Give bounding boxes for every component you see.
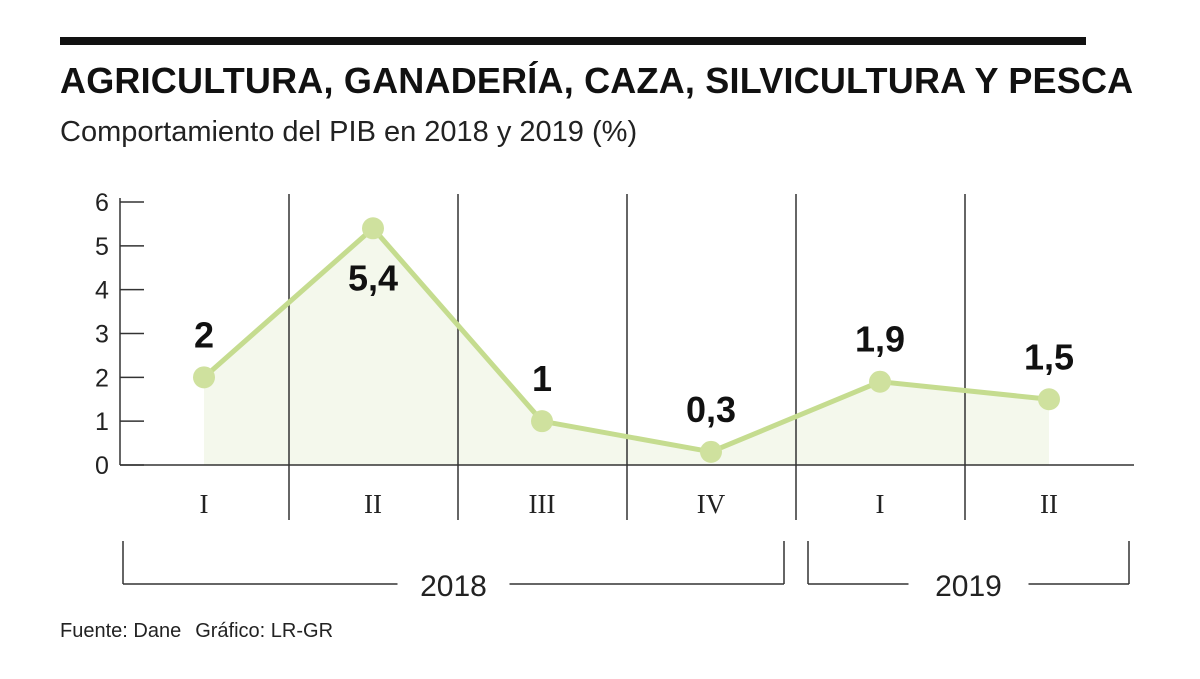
data-label-4: 0,3: [686, 389, 736, 430]
area-fill: [204, 228, 1049, 465]
y-tick-label-6: 6: [95, 189, 109, 217]
y-tick-label-0: 0: [95, 452, 109, 480]
y-tick-label-4: 4: [95, 277, 109, 305]
series-line: [201, 225, 1052, 455]
marker-layer: [193, 217, 1060, 463]
top-rule: [60, 37, 1086, 45]
data-point-5: [869, 370, 891, 393]
x-tick-label-4: IV: [697, 489, 726, 519]
data-label-1: 2: [194, 314, 214, 355]
data-label-2: 5,4: [348, 257, 398, 298]
data-point-3: [531, 410, 553, 433]
data-point-6: [1038, 388, 1060, 411]
area-layer: [204, 228, 1049, 465]
label-layer: 2 5,4 1 0,3 1,9 1,5: [194, 257, 1074, 430]
chart-subtitle: Comportamiento del PIB en 2018 y 2019 (%…: [60, 116, 638, 148]
x-tick-label-1: I: [200, 489, 209, 519]
group-label-2019: 2019: [935, 570, 1002, 603]
data-label-6: 1,5: [1024, 336, 1074, 377]
x-tick-label-3: III: [529, 489, 556, 519]
y-tick-label-1: 1: [95, 408, 109, 436]
x-tick-label-5: I: [876, 489, 885, 519]
credit-text: Gráfico: LR-GR: [195, 620, 334, 642]
data-label-5: 1,9: [855, 319, 905, 360]
data-point-2: [362, 217, 384, 240]
group-label-2018: 2018: [420, 570, 487, 603]
source-text: Fuente: Dane: [60, 620, 182, 642]
data-label-3: 1: [532, 358, 552, 399]
y-tick-label-3: 3: [95, 321, 109, 349]
y-tick-label-2: 2: [95, 364, 109, 392]
group-layer: 2018 2019: [122, 541, 1130, 603]
data-point-1: [193, 366, 215, 389]
y-tick-label-5: 5: [95, 233, 109, 261]
x-tick-label-2: II: [364, 489, 382, 519]
source-note: Fuente: Dane Gráfico: LR-GR: [60, 620, 333, 643]
data-point-4: [700, 440, 722, 463]
chart-title: AGRICULTURA, GANADERÍA, CAZA, SILVICULTU…: [60, 60, 1134, 101]
line-layer: [201, 225, 1052, 455]
x-tick-label-6: II: [1040, 489, 1058, 519]
